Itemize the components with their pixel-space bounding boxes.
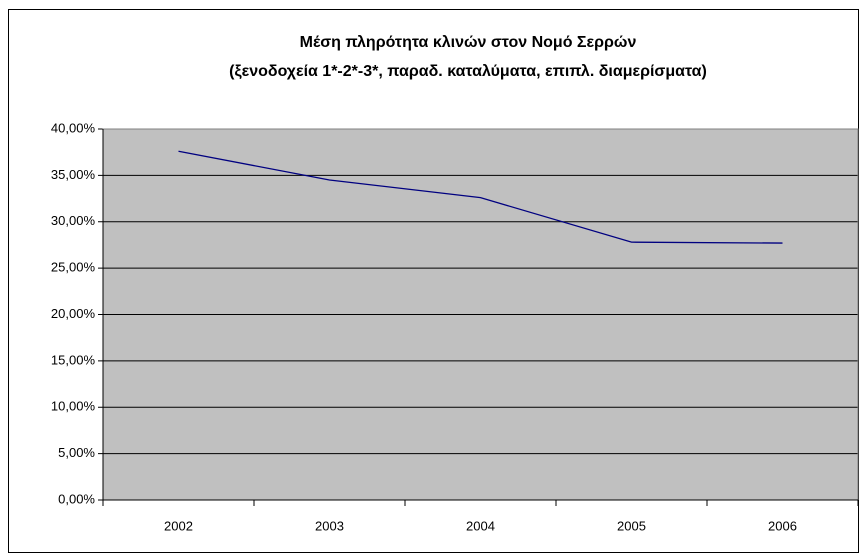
- chart-title: Μέση πληρότητα κλινών στον Νομό Σερρών: [300, 34, 637, 51]
- data-line: [178, 150, 783, 244]
- chart-subtitle: (ξενοδοχεία 1*-2*-3*, παραδ. καταλύματα,…: [229, 63, 707, 80]
- x-tick-label: 2004: [466, 518, 495, 533]
- y-tick-label: 30,00%: [51, 213, 96, 228]
- x-tick-label: 2006: [768, 518, 797, 533]
- y-tick-label: 35,00%: [51, 167, 96, 182]
- y-tick-label: 10,00%: [51, 399, 96, 414]
- x-tick-label: 2003: [315, 518, 344, 533]
- y-tick-label: 20,00%: [51, 306, 96, 321]
- x-tick-label: 2005: [617, 518, 646, 533]
- y-tick-label: 0,00%: [58, 491, 95, 506]
- y-tick-label: 15,00%: [51, 352, 96, 367]
- y-tick-label: 25,00%: [51, 260, 96, 275]
- x-tick-label: 2002: [164, 518, 193, 533]
- y-tick-label: 40,00%: [51, 120, 96, 135]
- y-tick-label: 5,00%: [58, 445, 95, 460]
